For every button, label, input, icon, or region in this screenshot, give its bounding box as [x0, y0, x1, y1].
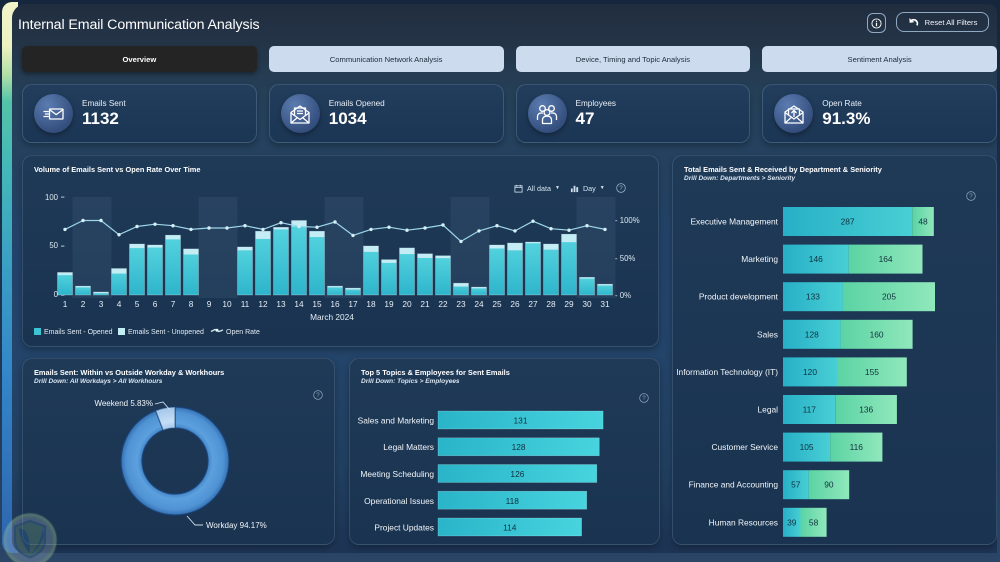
- svg-text:Legal Matters: Legal Matters: [383, 442, 434, 452]
- svg-text:114: 114: [503, 523, 517, 533]
- svg-text:100: 100: [45, 193, 59, 202]
- svg-text:24: 24: [474, 299, 484, 309]
- svg-text:25: 25: [492, 299, 502, 309]
- svg-text:7: 7: [171, 299, 176, 309]
- svg-text:19: 19: [384, 299, 394, 309]
- svg-text:1: 1: [63, 299, 68, 309]
- svg-text:105: 105: [800, 442, 814, 452]
- svg-text:146: 146: [809, 254, 823, 264]
- svg-text:?: ?: [642, 395, 646, 402]
- svg-text:16: 16: [330, 299, 340, 309]
- svg-text:Workday 94.17%: Workday 94.17%: [206, 521, 267, 530]
- svg-text:Information Technology (IT): Information Technology (IT): [676, 367, 778, 377]
- svg-text:10: 10: [222, 299, 232, 309]
- svg-text:5: 5: [135, 299, 140, 309]
- svg-text:126: 126: [510, 469, 524, 479]
- svg-text:Project Updates: Project Updates: [374, 523, 434, 533]
- svg-text:Weekend 5.83%: Weekend 5.83%: [94, 399, 153, 408]
- svg-text:Customer Service: Customer Service: [711, 442, 778, 452]
- svg-text:Emails Sent - Unopened: Emails Sent - Unopened: [128, 329, 204, 336]
- svg-text:287: 287: [841, 217, 855, 227]
- svg-text:Meeting Scheduling: Meeting Scheduling: [360, 469, 434, 479]
- svg-text:164: 164: [879, 254, 893, 264]
- svg-text:17: 17: [348, 299, 358, 309]
- svg-text:22: 22: [438, 299, 448, 309]
- svg-text:11: 11: [241, 299, 250, 309]
- svg-text:48: 48: [918, 217, 928, 227]
- svg-text:Open Rate: Open Rate: [226, 329, 260, 336]
- svg-text:128: 128: [512, 442, 526, 452]
- svg-text:136: 136: [859, 405, 873, 415]
- svg-text:18: 18: [366, 299, 376, 309]
- svg-text:29: 29: [564, 299, 574, 309]
- svg-text:6: 6: [153, 299, 158, 309]
- svg-text:13: 13: [276, 299, 286, 309]
- svg-text:0: 0: [54, 290, 59, 299]
- svg-text:Finance and Accounting: Finance and Accounting: [689, 480, 779, 490]
- svg-text:?: ?: [969, 193, 973, 200]
- svg-text:Legal: Legal: [758, 405, 779, 415]
- svg-text:160: 160: [870, 329, 884, 339]
- svg-text:Human Resources: Human Resources: [709, 517, 778, 527]
- svg-text:117: 117: [803, 405, 817, 415]
- svg-text:155: 155: [865, 367, 879, 377]
- svg-text:9: 9: [207, 299, 212, 309]
- svg-text:14: 14: [294, 299, 304, 309]
- svg-text:39: 39: [787, 517, 797, 527]
- svg-text:Sales: Sales: [757, 329, 778, 339]
- svg-text:30: 30: [582, 299, 592, 309]
- svg-text:Sales and Marketing: Sales and Marketing: [358, 416, 435, 426]
- svg-text:2: 2: [81, 299, 86, 309]
- svg-text:15: 15: [312, 299, 322, 309]
- svg-text:Executive Management: Executive Management: [690, 217, 778, 227]
- svg-text:12: 12: [258, 299, 268, 309]
- svg-text:8: 8: [189, 299, 194, 309]
- svg-text:Operational Issues: Operational Issues: [364, 496, 434, 506]
- svg-text:128: 128: [805, 329, 819, 339]
- svg-text:50: 50: [49, 241, 58, 250]
- svg-text:Product development: Product development: [699, 292, 779, 302]
- svg-text:205: 205: [882, 292, 896, 302]
- svg-text:4: 4: [117, 299, 122, 309]
- svg-text:March 2024: March 2024: [310, 312, 354, 322]
- svg-text:?: ?: [619, 185, 623, 192]
- svg-text:?: ?: [316, 392, 320, 399]
- svg-text:26: 26: [510, 299, 520, 309]
- svg-text:31: 31: [600, 299, 610, 309]
- svg-text:27: 27: [528, 299, 538, 309]
- svg-text:90: 90: [824, 480, 834, 490]
- svg-text:- 100%: - 100%: [615, 216, 640, 225]
- svg-text:23: 23: [456, 299, 466, 309]
- svg-text:116: 116: [850, 442, 864, 452]
- svg-text:133: 133: [806, 292, 820, 302]
- svg-text:57: 57: [791, 480, 801, 490]
- svg-text:58: 58: [809, 517, 819, 527]
- svg-text:3: 3: [99, 299, 104, 309]
- svg-text:Marketing: Marketing: [741, 254, 778, 264]
- svg-text:118: 118: [506, 496, 520, 506]
- svg-text:21: 21: [420, 299, 430, 309]
- svg-text:28: 28: [546, 299, 556, 309]
- svg-text:120: 120: [803, 367, 817, 377]
- svg-text:Emails Sent - Opened: Emails Sent - Opened: [44, 329, 113, 336]
- svg-text:131: 131: [514, 416, 528, 426]
- svg-text:- 0%: - 0%: [615, 291, 631, 300]
- svg-text:- 50%: - 50%: [615, 254, 635, 263]
- svg-text:20: 20: [402, 299, 412, 309]
